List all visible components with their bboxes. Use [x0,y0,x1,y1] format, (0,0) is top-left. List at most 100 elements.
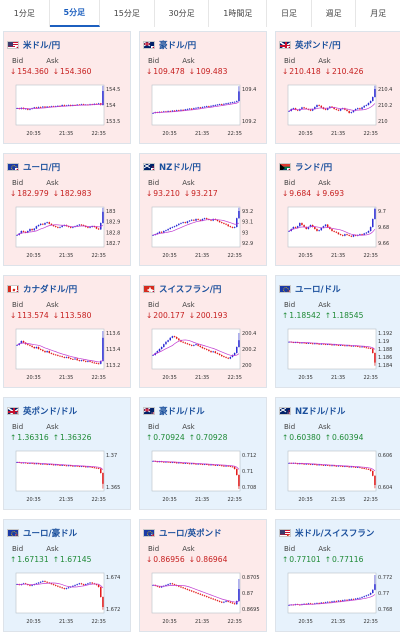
tab-6[interactable]: 週足 [312,0,357,27]
rate-card[interactable]: 豪ドル/ドル Bid Ask ↑ 0.70924 ↑ 0.70928 0.712 0.71 0.7… [139,397,267,510]
pair-title[interactable]: 豪ドル/円 [143,39,196,51]
candle [82,584,85,585]
rate-card[interactable]: ランド/円 Bid Ask ↓ 9.684 ↓ 9.693 9.7 9.68 9.66 20:35 2… [275,153,400,266]
tab-5[interactable]: 日足 [267,0,312,27]
pair-title[interactable]: ユーロ/豪ドル [7,527,77,539]
candle [214,351,217,353]
bid-label: Bid [12,423,24,431]
candle [365,232,368,234]
tab-1[interactable]: 5分足 [49,0,100,27]
tab-3[interactable]: 30分足 [155,0,210,27]
ask-value: ↓ 182.983 [52,189,92,198]
candle [229,466,232,467]
bid-label: Bid [148,423,160,431]
rate-card[interactable]: 米ドル/スイスフラン Bid Ask ↑ 0.77101 ↑ 0.77116 0.772 0.7… [275,519,400,632]
candle [44,223,46,225]
rate-card[interactable]: カナダドル/円 Bid Ask ↓ 113.574 ↓ 113.580 113.6 113.4 1… [3,275,131,388]
candle [369,101,372,103]
candle [169,583,171,585]
candle [173,584,176,585]
ch-jp-flag-icon [143,285,155,293]
rate-card[interactable]: スイスフラン/円 Bid Ask ↓ 200.177 ↓ 200.193 200.4 200.2… [139,275,267,388]
tab-2[interactable]: 15分足 [100,0,155,27]
rate-card[interactable]: ユーロ/豪ドル Bid Ask ↑ 1.67131 ↑ 1.67145 1.674 1.672 2… [3,519,131,632]
candle [197,593,199,594]
candle [95,467,98,469]
pair-title[interactable]: ユーロ/英ポンド [143,527,222,539]
x-tick-label: 21:35 [331,497,345,503]
candle [48,351,51,353]
rate-card[interactable]: ユーロ/ドル Bid Ask ↑ 1.18542 ↑ 1.18545 1.192 1.19 1.1… [275,275,400,388]
candle [352,235,355,237]
candle [359,597,361,599]
candle [33,463,35,465]
candle [322,465,325,466]
pair-name: ユーロ/ドル [295,285,341,295]
bid-label: Bid [12,545,24,553]
candle [341,600,344,601]
candle [67,357,70,359]
candle [318,464,320,466]
pair-title[interactable]: カナダドル/円 [7,283,77,295]
y-tick-label: 0.708 [242,485,256,491]
candle [320,464,323,466]
y-tick-label: 1.674 [106,575,120,581]
pair-title[interactable]: NZドル/円 [143,161,201,173]
candle [54,585,57,586]
pair-title[interactable]: スイスフラン/円 [143,283,221,295]
bid-label: Bid [12,301,24,309]
candle [214,599,217,601]
pair-title[interactable]: ユーロ/ドル [279,283,341,295]
candle [216,465,219,466]
candle [69,227,72,228]
pair-title[interactable]: NZドル/ドル [279,405,345,417]
pair-title[interactable]: 米ドル/円 [7,39,60,51]
candle [212,351,214,353]
rate-card[interactable]: ユーロ/英ポンド Bid Ask ↓ 0.86956 ↓ 0.86964 0.8705 0.87… [139,519,267,632]
candle [346,234,348,235]
rate-card[interactable]: 英ポンド/ドル Bid Ask ↑ 1.36316 ↑ 1.36326 1.37 1.365 20… [3,397,131,510]
candle [93,226,96,227]
candle [175,462,178,464]
candle [288,231,290,232]
pair-title[interactable]: ランド/円 [279,161,332,173]
rate-card[interactable]: 豪ドル/円 Bid Ask ↓ 109.478 ↓ 109.483 109.4 109.2 20:… [139,31,267,144]
candle [186,109,189,110]
rate-card[interactable]: ユーロ/円 Bid Ask ↓ 182.979 ↓ 182.983 183 182.9 182.8… [3,153,131,266]
pair-title[interactable]: 豪ドル/ドル [143,405,205,417]
arrow-down-icon: ↓ [10,67,17,76]
rate-card[interactable]: 米ドル/円 Bid Ask ↓ 154.360 ↓ 154.360 154.5 154 153.5… [3,31,131,144]
pair-title[interactable]: 英ポンド/円 [279,39,341,51]
rate-card[interactable]: NZドル/ドル Bid Ask ↑ 0.60380 ↑ 0.60394 0.606 0.604 2… [275,397,400,510]
candle [89,227,91,228]
candle [335,601,338,602]
pair-title[interactable]: 英ポンド/ドル [7,405,77,417]
eu-us-flag-icon [279,285,291,293]
tab-7[interactable]: 月足 [370,9,387,18]
pair-title[interactable]: ユーロ/円 [7,161,60,173]
candle [158,349,161,351]
bid-label: Bid [148,301,160,309]
candle [37,463,40,465]
gb-jp-flag-icon [279,41,291,49]
arrow-up-icon: ↑ [10,555,17,564]
candle [39,223,42,225]
candle [69,105,72,106]
pair-title[interactable]: 米ドル/スイスフラン [279,527,374,539]
arrow-down-icon: ↓ [188,555,195,564]
candle [184,342,187,344]
candle [186,463,189,464]
candle [39,581,42,583]
tab-0[interactable]: 1分足 [0,0,50,27]
moving-average-line [288,103,376,112]
x-tick-label: 21:35 [195,253,209,259]
tab-4[interactable]: 1時間足 [209,0,268,27]
chart-area: 154.5 154 153.5 20:35 21:35 22:35 [10,82,126,138]
candle [178,585,180,587]
candle [365,347,368,349]
rate-card[interactable]: NZドル/円 Bid Ask ↓ 93.210 ↓ 93.217 93.2 93.1 93 92.9… [139,153,267,266]
rate-card[interactable]: 英ポンド/円 Bid Ask ↓ 210.418 ↓ 210.426 210.4 210.2 21… [275,31,400,144]
bid-label: Bid [284,423,296,431]
candle [225,601,227,602]
candle [201,464,204,465]
